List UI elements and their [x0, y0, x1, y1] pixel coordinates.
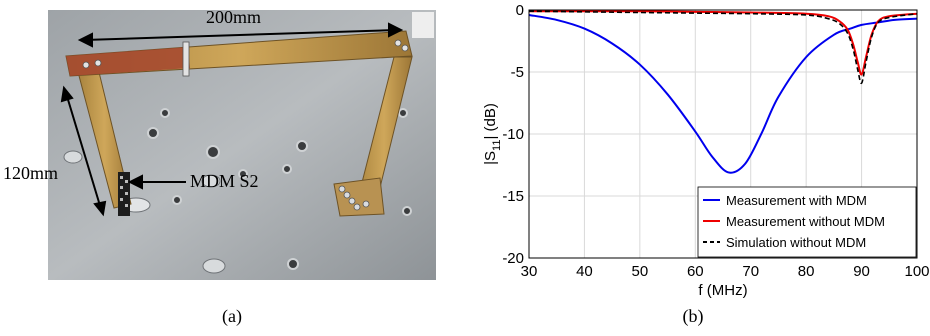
- mdm-probe-pins: [120, 176, 128, 207]
- x-tick-label: 90: [853, 263, 870, 280]
- legend-entry: Measurement without MDM: [726, 214, 885, 229]
- x-tick-label: 80: [798, 263, 815, 280]
- panel-b-caption: (b): [683, 306, 704, 327]
- screw-head: [201, 174, 221, 188]
- x-axis-label: f (MHz): [698, 282, 747, 299]
- x-tick-label: 60: [687, 263, 704, 280]
- x-tick-labels: 30 40 50 60 70 80 90 100: [521, 263, 930, 280]
- right-foot: [333, 177, 385, 217]
- width-arrowhead-right: [388, 22, 404, 38]
- series-line-2: [528, 10, 918, 76]
- x-tick-label: 100: [904, 263, 929, 280]
- prototype-photo: 200mm 120mm MDM S2 (a): [3, 7, 436, 327]
- width-arrowhead-left: [77, 32, 93, 48]
- mdm-probe: [118, 172, 130, 216]
- series-group: [528, 10, 918, 174]
- dimension-arrows: [60, 22, 404, 217]
- photo-panel: 200mm 120mm MDM S2 (a): [0, 0, 470, 331]
- plot-frame: [528, 9, 918, 259]
- y-tick-label: 0: [516, 2, 524, 19]
- probe-label: MDM S2: [190, 171, 259, 191]
- legend-entry: Simulation without MDM: [726, 235, 866, 250]
- screw-head: [63, 150, 83, 164]
- y-tick-labels: 0 -5 -10 -15 -20: [502, 2, 524, 267]
- paper-tag: [412, 12, 434, 38]
- x-tick-label: 40: [576, 263, 593, 280]
- y-tick-label: -20: [502, 250, 524, 267]
- legend-entry: Measurement with MDM: [726, 193, 867, 208]
- top-strip-pcb: [66, 47, 190, 76]
- height-dimension-line: [65, 92, 102, 210]
- s11-chart-panel: 30 40 50 60 70 80 90 100 0 -5 -10 -15 -20 f (MHz) |…: [470, 0, 930, 331]
- width-dimension-line: [83, 29, 397, 41]
- s11-chart: 30 40 50 60 70 80 90 100 0 -5 -10 -15 -20 f (MHz) |…: [482, 2, 930, 327]
- y-tick-label: -15: [502, 188, 524, 205]
- top-strip-screws: [82, 39, 409, 77]
- x-tick-label: 30: [521, 263, 538, 280]
- panel-a-caption: (a): [222, 306, 242, 327]
- y-tick-label: -10: [502, 126, 524, 143]
- x-tick-label: 70: [742, 263, 759, 280]
- y-tick-label: -5: [511, 64, 524, 81]
- right-foot-screws: [338, 185, 370, 211]
- series-line-3: [528, 10, 918, 84]
- series-line-1: [528, 13, 918, 174]
- y-axis-label-main: |S: [482, 151, 499, 165]
- width-label: 200mm: [206, 7, 261, 27]
- x-tick-label: 50: [632, 263, 649, 280]
- ground-plane-holes: [147, 108, 412, 270]
- probe-pointer-arrowhead: [127, 174, 143, 190]
- y-axis-label-subscript: 11: [491, 140, 503, 151]
- legend-box: [697, 186, 917, 258]
- y-axis-label-unit: | (dB): [482, 103, 499, 139]
- height-label: 120mm: [3, 163, 58, 183]
- legend: Measurement with MDM Measurement without …: [697, 186, 917, 258]
- height-arrowhead-bottom: [93, 200, 107, 217]
- y-axis-label: |S11| (dB): [482, 103, 503, 165]
- height-arrowhead-top: [60, 85, 74, 103]
- screw-head: [202, 258, 226, 274]
